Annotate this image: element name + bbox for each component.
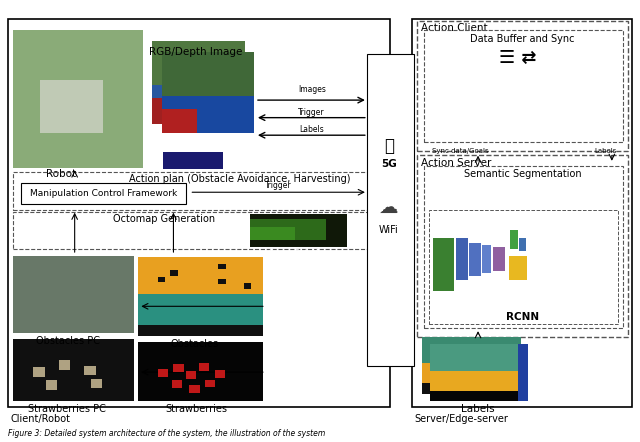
FancyBboxPatch shape: [40, 80, 103, 133]
Text: Strawberries: Strawberries: [166, 404, 228, 414]
FancyBboxPatch shape: [519, 238, 527, 251]
FancyBboxPatch shape: [493, 247, 506, 271]
Text: Obstacles: Obstacles: [170, 339, 218, 349]
FancyBboxPatch shape: [429, 391, 529, 400]
Text: Trigger: Trigger: [298, 108, 325, 117]
FancyBboxPatch shape: [422, 363, 521, 394]
FancyBboxPatch shape: [250, 227, 294, 240]
FancyBboxPatch shape: [162, 52, 254, 133]
FancyBboxPatch shape: [138, 325, 262, 336]
Text: Semantic Segmentation: Semantic Segmentation: [464, 169, 582, 179]
FancyBboxPatch shape: [215, 370, 225, 378]
Text: RGB/Depth Image: RGB/Depth Image: [149, 47, 243, 57]
Text: Action plan (Obstacle Avoidance, Harvesting): Action plan (Obstacle Avoidance, Harvest…: [129, 174, 350, 184]
Text: WiFi: WiFi: [379, 225, 399, 235]
Text: 📡: 📡: [384, 137, 394, 155]
FancyBboxPatch shape: [250, 214, 347, 247]
Text: Labels: Labels: [300, 126, 324, 134]
FancyBboxPatch shape: [456, 238, 468, 280]
Text: Server/Edge-server: Server/Edge-server: [414, 414, 508, 424]
FancyBboxPatch shape: [84, 366, 96, 375]
FancyBboxPatch shape: [138, 342, 262, 400]
Text: Trigger: Trigger: [265, 182, 292, 191]
FancyBboxPatch shape: [469, 243, 481, 276]
FancyBboxPatch shape: [250, 218, 326, 240]
FancyBboxPatch shape: [157, 369, 168, 377]
Text: Labels: Labels: [595, 148, 617, 154]
FancyBboxPatch shape: [429, 371, 529, 400]
FancyBboxPatch shape: [422, 383, 521, 394]
FancyBboxPatch shape: [152, 98, 191, 124]
Text: Octomap Generation: Octomap Generation: [113, 214, 215, 224]
FancyBboxPatch shape: [172, 381, 182, 389]
FancyBboxPatch shape: [482, 245, 491, 274]
FancyBboxPatch shape: [170, 271, 178, 276]
FancyBboxPatch shape: [244, 283, 251, 289]
FancyBboxPatch shape: [13, 256, 134, 333]
FancyBboxPatch shape: [138, 294, 262, 336]
Text: Action Server: Action Server: [420, 158, 491, 168]
Text: Client/Robot: Client/Robot: [11, 414, 71, 424]
FancyBboxPatch shape: [510, 229, 518, 249]
FancyBboxPatch shape: [429, 343, 529, 400]
FancyBboxPatch shape: [422, 337, 521, 394]
FancyBboxPatch shape: [91, 379, 102, 389]
Text: Scene OctoMap: Scene OctoMap: [269, 249, 328, 258]
FancyBboxPatch shape: [13, 256, 134, 333]
FancyBboxPatch shape: [46, 380, 58, 390]
Text: Action Client: Action Client: [420, 23, 487, 33]
Text: Strawberries PC: Strawberries PC: [28, 404, 106, 414]
FancyBboxPatch shape: [173, 364, 184, 372]
FancyBboxPatch shape: [518, 343, 529, 400]
FancyBboxPatch shape: [152, 41, 245, 124]
Text: ☰ ⇄: ☰ ⇄: [499, 50, 536, 68]
FancyBboxPatch shape: [218, 264, 226, 269]
FancyBboxPatch shape: [186, 371, 196, 379]
Text: Sync data/Goals: Sync data/Goals: [432, 148, 488, 154]
FancyBboxPatch shape: [205, 380, 216, 388]
FancyBboxPatch shape: [138, 257, 262, 336]
Text: Labels: Labels: [461, 404, 495, 414]
FancyBboxPatch shape: [33, 367, 45, 377]
FancyBboxPatch shape: [157, 277, 165, 282]
FancyBboxPatch shape: [13, 339, 134, 400]
FancyBboxPatch shape: [189, 385, 200, 393]
FancyBboxPatch shape: [152, 85, 245, 124]
Text: 5G: 5G: [381, 159, 397, 169]
Text: Images: Images: [298, 84, 326, 94]
Text: Robot: Robot: [46, 169, 76, 179]
FancyBboxPatch shape: [199, 363, 209, 371]
FancyBboxPatch shape: [218, 279, 226, 284]
FancyBboxPatch shape: [59, 360, 70, 370]
Text: Manipulation Control Framework: Manipulation Control Framework: [29, 189, 177, 198]
FancyBboxPatch shape: [367, 54, 414, 366]
FancyBboxPatch shape: [13, 30, 143, 168]
Text: ☁: ☁: [379, 198, 399, 217]
Text: MoveIt!: MoveIt!: [173, 156, 212, 165]
Text: Figure 3: Detailed system architecture of the system, the illustration of the sy: Figure 3: Detailed system architecture o…: [8, 429, 325, 438]
FancyBboxPatch shape: [162, 96, 254, 133]
FancyBboxPatch shape: [433, 238, 454, 291]
FancyBboxPatch shape: [13, 30, 143, 168]
FancyBboxPatch shape: [162, 109, 197, 133]
FancyBboxPatch shape: [163, 152, 223, 169]
Text: Data Buffer and Sync: Data Buffer and Sync: [470, 34, 575, 44]
Text: RCNN: RCNN: [506, 312, 539, 322]
FancyBboxPatch shape: [509, 256, 527, 280]
Text: Obstacles PC: Obstacles PC: [36, 336, 100, 346]
